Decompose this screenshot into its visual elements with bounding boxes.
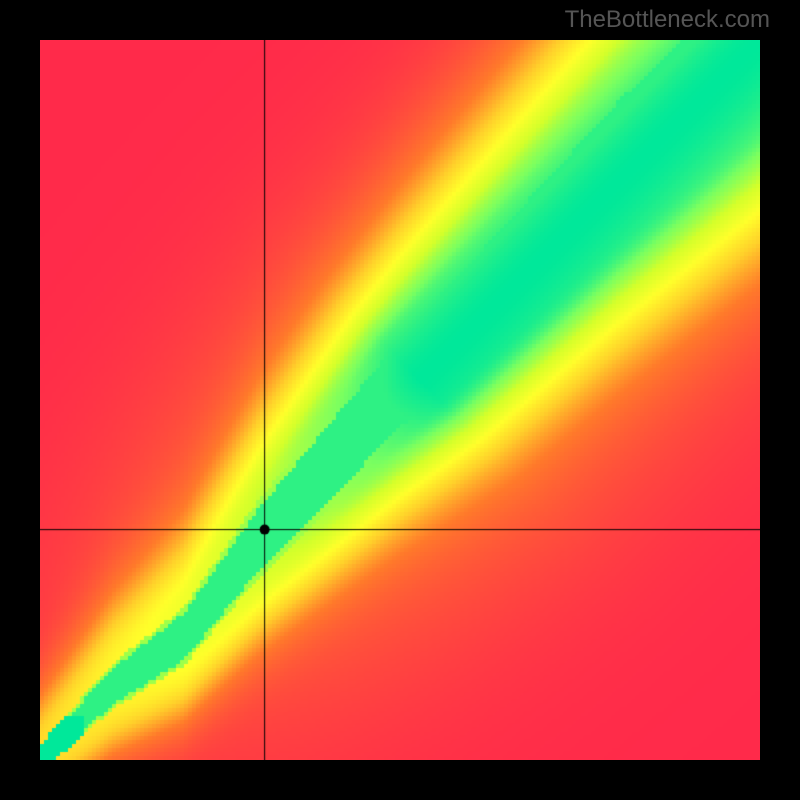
attribution-text: TheBottleneck.com — [565, 6, 770, 34]
chart-container: TheBottleneck.com — [0, 0, 800, 800]
bottleneck-heatmap — [40, 40, 760, 760]
